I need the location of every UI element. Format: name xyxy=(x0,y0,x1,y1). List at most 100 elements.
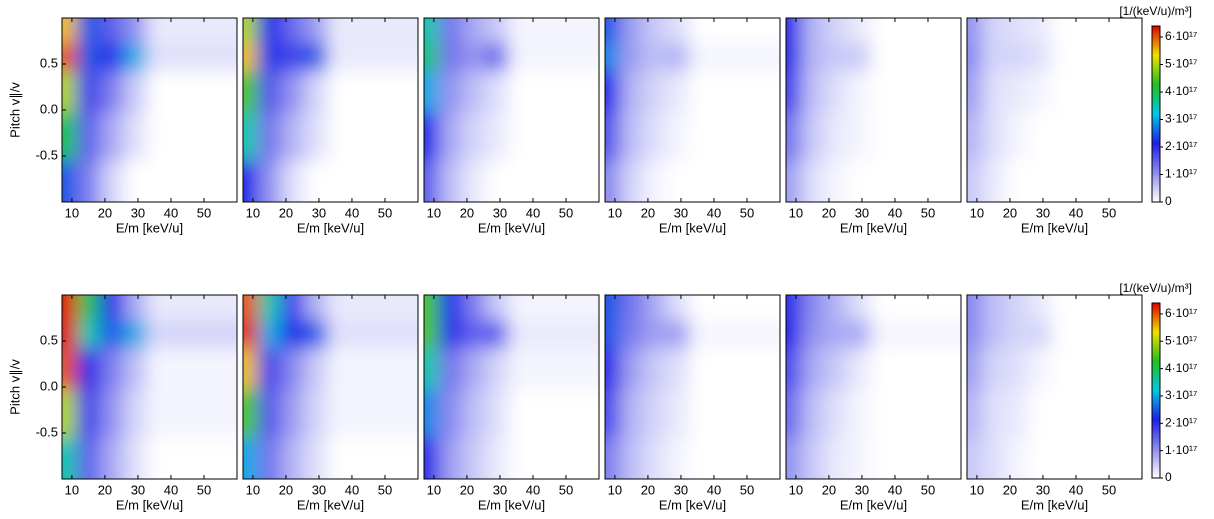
x-axis-label: E/m [keV/u] xyxy=(116,497,183,512)
colorbar-tick-label: 0 xyxy=(1165,194,1172,208)
cell xyxy=(508,70,599,113)
cell xyxy=(304,112,328,162)
cell xyxy=(146,295,237,321)
cell xyxy=(508,389,599,439)
cell xyxy=(1051,347,1142,390)
cell xyxy=(243,437,259,479)
cell xyxy=(99,437,124,479)
colorbar xyxy=(1151,25,1161,203)
frame xyxy=(423,17,600,203)
cell xyxy=(981,295,1006,321)
cell xyxy=(1028,160,1052,202)
cell xyxy=(870,320,961,349)
cell xyxy=(1051,437,1142,479)
cell xyxy=(438,70,463,113)
cell xyxy=(666,295,690,321)
cell xyxy=(485,295,509,321)
x-tick-label: 40 xyxy=(1069,482,1083,497)
field xyxy=(605,18,780,202)
cell xyxy=(438,160,463,202)
cell xyxy=(1004,389,1029,439)
field-inner xyxy=(62,295,237,479)
x-tick-label: 10 xyxy=(970,482,984,497)
cell xyxy=(666,389,690,439)
x-tick-label: 50 xyxy=(378,482,392,497)
cell xyxy=(870,437,961,479)
frame xyxy=(966,17,1143,203)
x-tick-label: 50 xyxy=(559,482,573,497)
cell xyxy=(280,70,305,113)
cell xyxy=(847,295,871,321)
cell xyxy=(847,43,871,72)
x-tick-label: 50 xyxy=(197,482,211,497)
cell xyxy=(870,70,961,113)
cell xyxy=(280,43,305,72)
x-tick-label: 10 xyxy=(427,205,441,220)
cell xyxy=(304,347,328,390)
colorbar-tick-label: 3·10¹⁷ xyxy=(1165,112,1197,126)
cell xyxy=(76,160,101,202)
cell xyxy=(619,295,644,321)
cell xyxy=(508,347,599,390)
cell xyxy=(508,437,599,479)
cell xyxy=(508,160,599,202)
cell xyxy=(257,320,282,349)
cell xyxy=(800,295,825,321)
colorbar-tick-label: 5·10¹⁷ xyxy=(1165,57,1197,71)
cell xyxy=(847,160,871,202)
cell xyxy=(461,112,486,162)
cell xyxy=(619,320,644,349)
cell xyxy=(605,43,621,72)
cell xyxy=(243,160,259,202)
cell xyxy=(870,295,961,321)
colorbar-tick-label: 2·10¹⁷ xyxy=(1165,415,1197,429)
field xyxy=(243,18,418,202)
cell xyxy=(666,347,690,390)
cell xyxy=(257,43,282,72)
cell xyxy=(508,320,599,349)
cell xyxy=(62,112,78,162)
cell xyxy=(800,389,825,439)
cell xyxy=(1004,112,1029,162)
cell xyxy=(1028,43,1052,72)
cell xyxy=(1004,160,1029,202)
field-inner xyxy=(967,18,1142,202)
cell xyxy=(327,160,418,202)
cell xyxy=(689,112,780,162)
x-tick-label: 50 xyxy=(197,205,211,220)
cell xyxy=(823,18,848,44)
y-tick-label: 0.5 xyxy=(40,55,58,70)
x-axis-label: E/m [keV/u] xyxy=(478,497,545,512)
field xyxy=(786,295,961,479)
cell xyxy=(981,112,1006,162)
cell xyxy=(424,70,440,113)
cell xyxy=(123,18,147,44)
cell xyxy=(870,18,961,44)
cell xyxy=(823,437,848,479)
cell xyxy=(62,347,78,390)
x-tick-label: 50 xyxy=(921,205,935,220)
cell xyxy=(642,112,667,162)
x-tick-label: 30 xyxy=(493,205,507,220)
cell xyxy=(800,70,825,113)
x-tick-label: 20 xyxy=(1003,482,1017,497)
cell xyxy=(327,18,418,44)
x-tick-label: 20 xyxy=(460,482,474,497)
cell xyxy=(257,347,282,390)
cell xyxy=(76,437,101,479)
cell xyxy=(327,112,418,162)
cell xyxy=(689,18,780,44)
colorbar-tick-label: 1·10¹⁷ xyxy=(1165,443,1197,457)
cell xyxy=(823,70,848,113)
cell xyxy=(823,295,848,321)
cell xyxy=(847,18,871,44)
cell xyxy=(76,70,101,113)
cell xyxy=(847,347,871,390)
x-tick-label: 50 xyxy=(378,205,392,220)
cell xyxy=(424,160,440,202)
cell xyxy=(243,389,259,439)
cell xyxy=(327,43,418,72)
cell xyxy=(605,70,621,113)
cell xyxy=(786,18,802,44)
x-tick-label: 40 xyxy=(707,482,721,497)
